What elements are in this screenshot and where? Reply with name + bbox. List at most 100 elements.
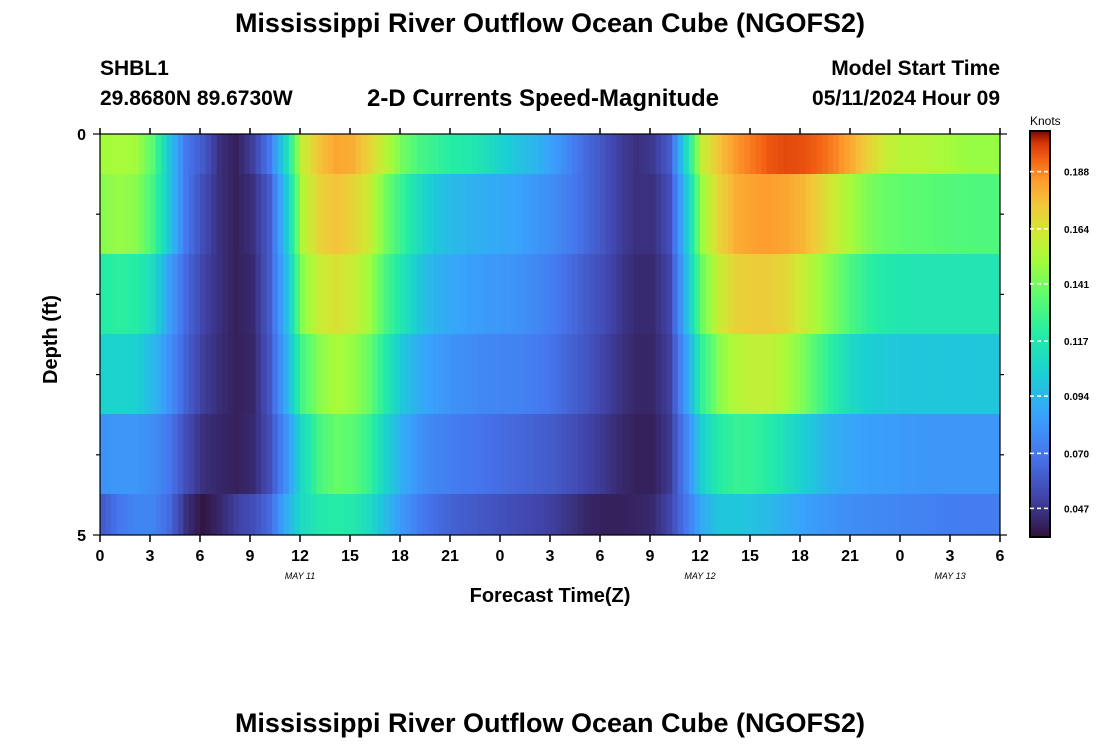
heatmap-cell — [100, 254, 107, 334]
heatmap-cell — [611, 254, 618, 334]
heatmap-cell — [688, 414, 696, 494]
heatmap-cell — [694, 334, 701, 414]
heatmap-cell — [750, 494, 757, 535]
heatmap-cell — [144, 494, 151, 535]
heatmap-cell — [238, 414, 246, 494]
heatmap-cell — [333, 254, 340, 334]
heatmap-cell — [866, 174, 873, 254]
heatmap-cell — [550, 334, 557, 414]
heatmap-cell — [900, 494, 907, 535]
heatmap-cell — [577, 334, 584, 414]
heatmap-cell — [738, 254, 746, 334]
heatmap-cell — [961, 334, 968, 414]
heatmap-cell — [650, 494, 657, 535]
heatmap-cell — [477, 134, 484, 174]
heatmap-cell — [894, 334, 901, 414]
heatmap-cell — [277, 414, 284, 494]
heatmap-cell — [733, 254, 740, 334]
heatmap-cell — [305, 134, 312, 174]
heatmap-cell — [127, 254, 134, 334]
heatmap-cell — [255, 414, 262, 494]
heatmap-cell — [361, 334, 368, 414]
heatmap-cell — [438, 494, 446, 535]
heatmap-cell — [950, 174, 957, 254]
heatmap-cell — [194, 134, 201, 174]
heatmap-cell — [227, 254, 234, 334]
heatmap-cell — [838, 414, 846, 494]
heatmap-cell — [894, 494, 901, 535]
heatmap-cell — [950, 254, 957, 334]
heatmap-cell — [716, 334, 723, 414]
heatmap-cell — [888, 334, 896, 414]
heatmap-cell — [166, 254, 173, 334]
heatmap-cell — [166, 174, 173, 254]
heatmap-cell — [716, 494, 723, 535]
heatmap-cell — [394, 334, 401, 414]
heatmap-cell — [311, 254, 318, 334]
heatmap-cell — [127, 414, 134, 494]
heatmap-cell — [255, 174, 262, 254]
heatmap-cell — [472, 134, 479, 174]
heatmap-cell — [416, 254, 423, 334]
heatmap-cell — [444, 414, 451, 494]
colorbar-tick-label: 0.164 — [1064, 225, 1089, 236]
heatmap-cell — [244, 494, 251, 535]
heatmap-cell — [722, 334, 729, 414]
heatmap-cell — [438, 414, 446, 494]
heatmap-cell — [588, 174, 596, 254]
heatmap-cell — [622, 494, 629, 535]
heatmap-cell — [811, 254, 818, 334]
heatmap-cell — [155, 254, 162, 334]
heatmap-cell — [205, 254, 212, 334]
heatmap-cell — [605, 334, 612, 414]
heatmap-cell — [105, 254, 112, 334]
heatmap-cell — [172, 174, 179, 254]
heatmap-cell — [772, 174, 779, 254]
heatmap-cell — [211, 494, 218, 535]
heatmap-cell — [161, 334, 168, 414]
heatmap-cell — [705, 494, 712, 535]
colorbar: 0.047 0.070 0.094 0.117 0.141 0.164 0.188 — [1029, 130, 1089, 538]
x-tick-label: 21 — [841, 548, 859, 565]
heatmap-cell — [388, 414, 396, 494]
heatmap-cell — [122, 134, 129, 174]
heatmap-cell — [677, 134, 684, 174]
heatmap-cell — [888, 494, 896, 535]
heatmap-cell — [933, 254, 940, 334]
heatmap-cell — [622, 334, 629, 414]
heatmap-cell — [694, 494, 701, 535]
heatmap-cell — [122, 334, 129, 414]
heatmap-cell — [555, 134, 562, 174]
x-tick-label: 3 — [946, 548, 955, 565]
heatmap-cell — [938, 494, 946, 535]
heatmap-cell — [972, 174, 979, 254]
heatmap-cell — [572, 134, 579, 174]
heatmap-cell — [294, 254, 301, 334]
heatmap-cell — [966, 254, 973, 334]
heatmap-cell — [800, 494, 807, 535]
heatmap-cell — [166, 134, 173, 174]
heatmap-cell — [661, 254, 668, 334]
heatmap-cell — [205, 174, 212, 254]
heatmap-cell — [466, 174, 473, 254]
heatmap-cell — [288, 334, 296, 414]
heatmap-cell — [822, 174, 829, 254]
heatmap-cell — [427, 494, 434, 535]
heatmap-cell — [216, 334, 223, 414]
heatmap-cell — [105, 134, 112, 174]
heatmap-cell — [677, 414, 684, 494]
heatmap-cell — [372, 494, 379, 535]
heatmap-cell — [844, 334, 851, 414]
heatmap-cell — [550, 254, 557, 334]
x-tick-label: 0 — [96, 548, 105, 565]
heatmap-cell — [833, 494, 840, 535]
heatmap-cell — [583, 414, 590, 494]
heatmap-cell — [155, 414, 162, 494]
heatmap-cell — [883, 494, 890, 535]
heatmap-cell — [305, 334, 312, 414]
heatmap-cell — [405, 414, 412, 494]
heatmap-cell — [277, 494, 284, 535]
heatmap-cell — [705, 254, 712, 334]
heatmap-cell — [455, 174, 462, 254]
heatmap-cell — [611, 494, 618, 535]
